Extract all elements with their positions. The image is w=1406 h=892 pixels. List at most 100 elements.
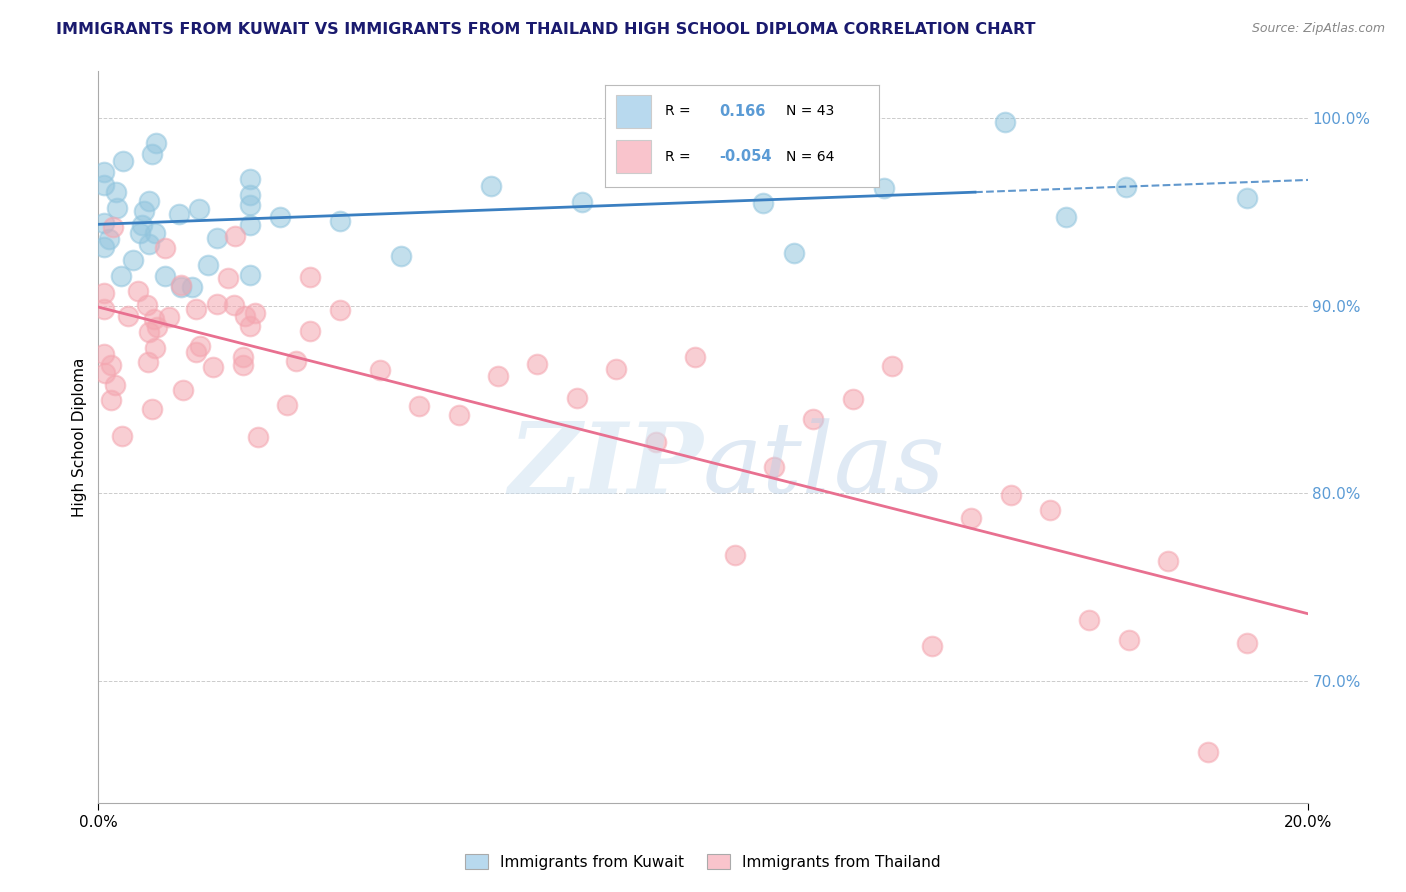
Point bbox=[239, 172, 262, 186]
Point bbox=[167, 207, 190, 221]
Point bbox=[571, 195, 593, 210]
Point bbox=[188, 339, 211, 353]
Point bbox=[146, 319, 169, 334]
Point bbox=[921, 639, 943, 653]
Point bbox=[783, 246, 806, 260]
Point bbox=[93, 301, 115, 316]
Point bbox=[752, 195, 775, 210]
Point bbox=[112, 153, 135, 168]
Point bbox=[803, 412, 825, 426]
Point bbox=[873, 181, 896, 195]
Point bbox=[239, 318, 262, 333]
Point bbox=[94, 366, 117, 380]
Point bbox=[205, 231, 228, 245]
Point bbox=[157, 310, 180, 324]
Point bbox=[299, 269, 322, 284]
Point bbox=[222, 298, 245, 312]
Point bbox=[97, 232, 120, 246]
Point bbox=[526, 358, 548, 372]
Point bbox=[122, 253, 145, 268]
Point bbox=[155, 241, 177, 255]
Point bbox=[217, 270, 239, 285]
Point bbox=[994, 115, 1017, 129]
Text: atlas: atlas bbox=[703, 418, 945, 514]
Point bbox=[1078, 613, 1101, 627]
Point bbox=[960, 511, 983, 525]
Point bbox=[180, 280, 202, 294]
Point bbox=[201, 360, 224, 375]
Point bbox=[141, 401, 163, 416]
Point bbox=[138, 325, 160, 339]
Point bbox=[842, 392, 865, 406]
Point bbox=[644, 435, 666, 450]
Point bbox=[117, 309, 139, 323]
Point bbox=[129, 226, 152, 240]
Point bbox=[170, 278, 193, 293]
Point bbox=[93, 165, 115, 179]
Point bbox=[170, 280, 193, 294]
Point bbox=[143, 226, 166, 240]
Point bbox=[269, 211, 291, 225]
FancyBboxPatch shape bbox=[616, 140, 651, 173]
Point bbox=[1236, 636, 1258, 650]
Text: -0.054: -0.054 bbox=[720, 149, 772, 164]
Text: N = 64: N = 64 bbox=[786, 150, 834, 163]
Point bbox=[143, 311, 166, 326]
Point bbox=[239, 198, 262, 212]
Point bbox=[368, 363, 391, 377]
Text: Source: ZipAtlas.com: Source: ZipAtlas.com bbox=[1251, 22, 1385, 36]
Point bbox=[692, 146, 714, 161]
Point bbox=[299, 325, 322, 339]
Point bbox=[882, 359, 904, 374]
Point bbox=[1118, 633, 1140, 648]
Point bbox=[224, 228, 246, 243]
Point bbox=[107, 201, 129, 215]
Point bbox=[723, 548, 745, 562]
Point bbox=[101, 220, 124, 235]
Point bbox=[104, 377, 127, 392]
Text: R =: R = bbox=[665, 104, 690, 119]
Point bbox=[110, 269, 132, 284]
Point bbox=[1157, 554, 1180, 568]
Text: R =: R = bbox=[665, 150, 690, 163]
Point bbox=[481, 179, 503, 194]
Point bbox=[172, 383, 194, 397]
Point bbox=[329, 303, 352, 318]
Point bbox=[205, 296, 228, 310]
Point bbox=[141, 147, 163, 161]
Point bbox=[243, 306, 266, 320]
Point bbox=[233, 309, 256, 323]
Point bbox=[153, 268, 176, 283]
Point bbox=[188, 202, 211, 216]
Point bbox=[93, 239, 115, 253]
Point bbox=[1115, 179, 1137, 194]
Point bbox=[136, 298, 159, 312]
Point bbox=[145, 136, 167, 150]
Point bbox=[1054, 210, 1077, 224]
Point bbox=[447, 408, 470, 422]
Text: N = 43: N = 43 bbox=[786, 104, 834, 119]
Text: ZIP: ZIP bbox=[509, 418, 704, 515]
Point bbox=[1197, 745, 1219, 759]
Point bbox=[232, 358, 254, 372]
Point bbox=[1236, 191, 1258, 205]
Point bbox=[565, 391, 588, 405]
Y-axis label: High School Diploma: High School Diploma bbox=[72, 358, 87, 516]
Point bbox=[100, 359, 122, 373]
Point bbox=[329, 213, 352, 227]
Point bbox=[239, 188, 262, 202]
Point bbox=[285, 354, 308, 368]
Point bbox=[93, 286, 115, 301]
Point bbox=[93, 178, 115, 192]
FancyBboxPatch shape bbox=[616, 95, 651, 128]
Point bbox=[239, 219, 262, 233]
Point bbox=[683, 350, 706, 364]
Point bbox=[93, 347, 115, 361]
Point bbox=[138, 237, 160, 252]
Point bbox=[1039, 503, 1062, 517]
Point bbox=[104, 185, 127, 199]
Point bbox=[486, 368, 509, 383]
Point bbox=[93, 216, 115, 230]
Point bbox=[100, 393, 122, 408]
Point bbox=[247, 429, 270, 443]
